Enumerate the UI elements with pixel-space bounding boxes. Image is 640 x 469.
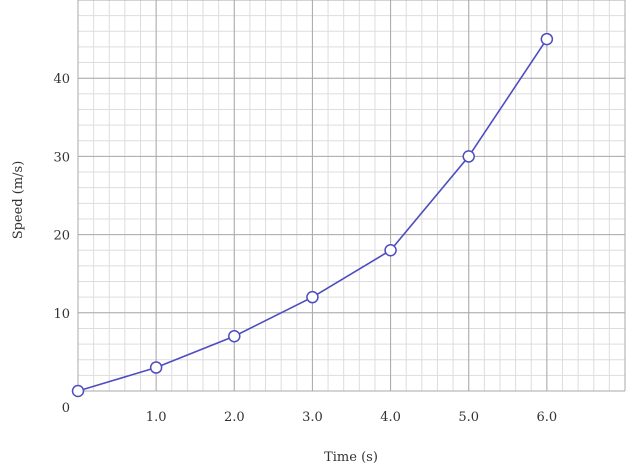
x-tick-label: 5.0 <box>458 410 479 425</box>
grid-minor <box>77 0 626 392</box>
data-point <box>540 32 554 46</box>
series <box>71 32 554 398</box>
y-tick-label: 10 <box>53 307 70 322</box>
data-point <box>384 243 397 257</box>
y-axis-label: Speed (m/s) <box>11 161 26 240</box>
x-tick-label: 3.0 <box>302 410 323 425</box>
x-tick-label: 1.0 <box>146 410 167 425</box>
y-tick-labels: 0 10 20 30 40 <box>53 72 70 416</box>
y-tick-label: 0 <box>62 401 70 416</box>
x-tick-labels: 1.0 2.0 3.0 4.0 5.0 6.0 <box>146 410 557 425</box>
x-tick-label: 6.0 <box>537 410 558 425</box>
data-point <box>228 330 241 343</box>
x-tick-label: 4.0 <box>380 410 401 425</box>
data-point <box>462 150 475 163</box>
x-axis-label: Time (s) <box>324 450 378 465</box>
y-tick-label: 30 <box>53 150 70 165</box>
y-tick-label: 40 <box>53 72 70 87</box>
data-point <box>306 290 319 304</box>
y-tick-label: 20 <box>53 229 70 244</box>
grid-major <box>77 0 626 392</box>
x-tick-label: 2.0 <box>224 410 245 425</box>
data-point <box>71 384 85 398</box>
data-point <box>149 361 163 374</box>
